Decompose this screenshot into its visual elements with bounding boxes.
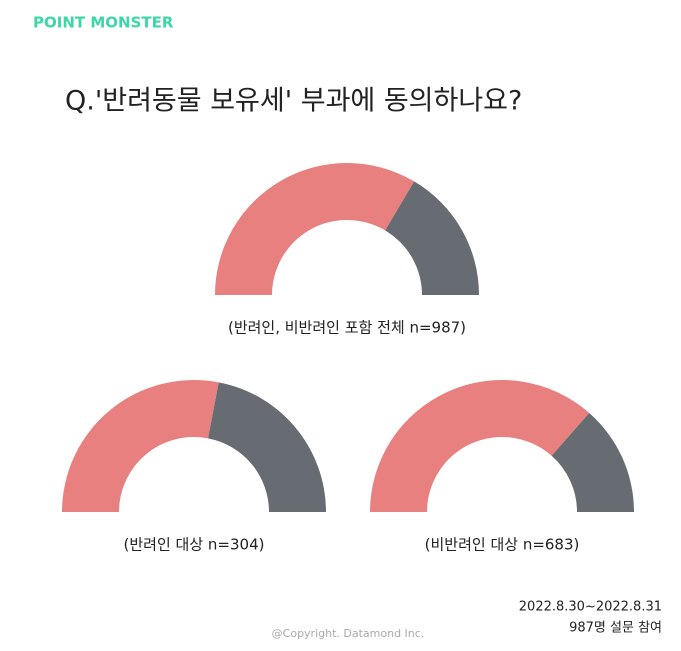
donut-segment [551, 412, 634, 512]
chart-subtitle: (반려인, 비반려인 포함 전체 n=987) [228, 319, 466, 337]
brand: POINT MONSTER [33, 14, 174, 32]
donut-segment [208, 382, 326, 512]
copyright: @Copyright. Datamond Inc. [272, 627, 425, 640]
note: 987명 설문 참여 [569, 621, 662, 636]
donut-segment [385, 181, 479, 295]
donut-segment [215, 162, 415, 295]
donut-segment [62, 380, 219, 512]
title: Q.'반려동물 보유세' 부과에 동의하나요? [65, 86, 522, 117]
chart-subtitle: (비반려인 대상 n=683) [425, 536, 580, 554]
chart-subtitle: (반려인 대상 n=304) [124, 536, 265, 554]
donut-segment [370, 380, 590, 512]
date: 2022.8.30~2022.8.31 [519, 600, 662, 615]
